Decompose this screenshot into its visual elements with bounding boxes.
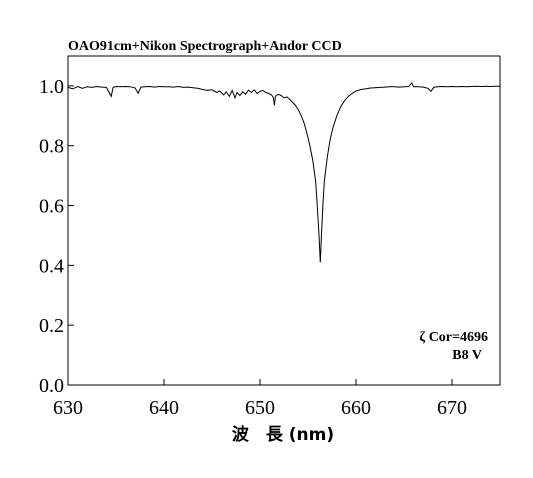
chart-title: OAO91cm+Nikon Spectrograph+Andor CCD [68,39,342,54]
spectral-type-annotation: B8 V [452,348,482,363]
x-tick-label: 660 [341,397,371,419]
y-tick-label: 0.6 [39,196,64,218]
x-axis: 630 640 650 660 670 [53,379,467,419]
y-tick-label: 1.0 [39,76,64,98]
x-tick-label: 630 [53,397,83,419]
star-annotation: ζ Cor=4696 [419,330,488,345]
x-tick-label: 640 [149,397,179,419]
x-tick-label: 650 [245,397,275,419]
x-tick-label: 670 [437,397,467,419]
x-axis-label: 波 長 (nm) [232,424,334,445]
plot-frame [67,55,501,386]
spectrum-line [67,81,500,263]
y-axis: 0.0 0.2 0.4 0.6 0.8 1.0 [39,76,74,397]
y-tick-label: 0.4 [39,255,64,277]
y-tick-label: 0.0 [39,375,64,397]
y-tick-label: 0.8 [39,136,64,158]
y-tick-label: 0.2 [39,315,64,337]
